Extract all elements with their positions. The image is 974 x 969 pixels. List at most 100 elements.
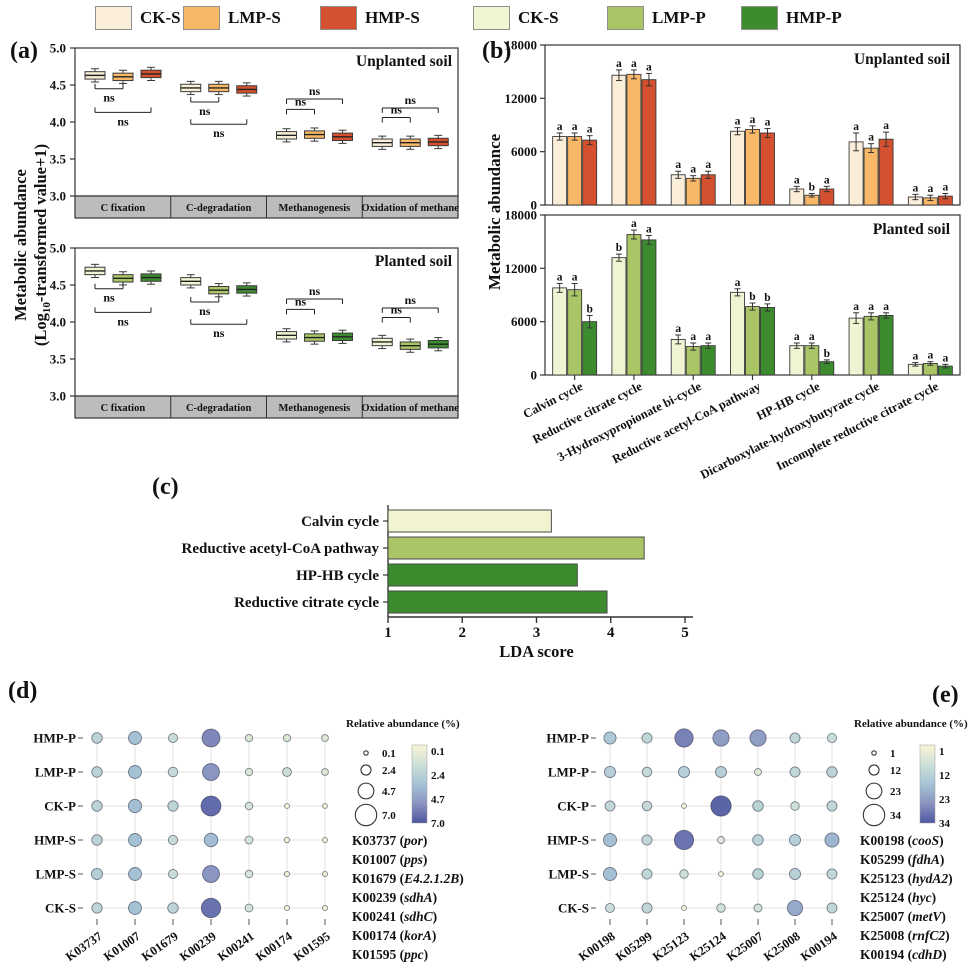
y-tick: 4.5: [50, 78, 67, 93]
ns-label: ns: [117, 314, 129, 328]
sig-letter: a: [557, 271, 563, 283]
sig-letter: a: [675, 323, 681, 335]
bubble-HMP-P-K25008: [789, 732, 801, 744]
category-label: C-degradation: [186, 203, 251, 214]
plot-title: Planted soil: [873, 221, 951, 238]
bar-Reductive acetyl-CoA pathway-HMP-P: [760, 306, 775, 376]
ylabel-line2: (Log10-transformed value+1): [31, 144, 53, 346]
ns-label: ns: [391, 303, 403, 317]
gene-entry-K00174: K00174 (korA): [352, 928, 437, 943]
row-label: HMP-P: [546, 731, 589, 746]
category-label: Methanogenesis: [279, 203, 351, 214]
ns-label: ns: [295, 94, 307, 108]
bubble-LMP-S-K03737: [91, 868, 103, 880]
bubble-CK-P-K01679: [167, 800, 179, 812]
bar-Dicarboxylate-hydroxybutyrate cycle-CK-S: [848, 141, 864, 206]
sig-letter: a: [824, 174, 830, 186]
sig-letter: b: [824, 348, 830, 360]
bubble-LMP-S-K00198: [602, 866, 618, 882]
category-label: Methanogenesis: [279, 403, 351, 414]
bubble-LMP-S-K25123: [679, 869, 689, 879]
sig-letter: a: [883, 301, 889, 313]
sig-letter: a: [646, 223, 652, 235]
bar-3-Hydroxypropionate bi-cycle-HMP-S: [700, 174, 716, 206]
bubble-LMP-P-K01679: [167, 766, 179, 778]
legend-swatch: [183, 6, 220, 30]
bubble-HMP-P-K00174: [282, 733, 292, 743]
bubble-CK-P-K03737: [91, 800, 103, 812]
bar-Calvin cycle-CK-S: [552, 287, 568, 376]
bubble-LMP-S-K01679: [168, 869, 178, 879]
bubble-HMP-S-K00174: [283, 836, 291, 844]
bubble-CK-P-K25124: [710, 795, 732, 817]
bar-Reductive citrate cycle-LMP-S: [626, 73, 642, 206]
gene-entry-K00241: K00241 (sdhC): [352, 909, 438, 924]
sig-letter: a: [927, 350, 933, 362]
bar-Dicarboxylate-hydroxybutyrate cycle-LMP-S: [863, 147, 879, 206]
category-label: C fixation: [101, 203, 146, 214]
legend-label: CK-S: [518, 8, 559, 27]
col-label: K00239: [177, 929, 219, 964]
bubble-LMP-P-K00198: [604, 766, 616, 778]
bubble-CK-P-K00198: [604, 800, 616, 812]
gene-entry-K03737: K03737 (por): [352, 833, 428, 848]
sig-letter: a: [927, 183, 933, 195]
legend-item-2: HMP-S: [320, 6, 420, 30]
y-tick: 6000: [511, 314, 537, 329]
bubble-LMP-S-K05299: [641, 868, 653, 880]
category-label: Oxidation of methane: [361, 403, 459, 414]
bubble-HMP-S-K25008: [789, 834, 801, 846]
colorbar-value: 1: [939, 746, 945, 758]
bubble-legend-d_bubbles: 0.1 2.4 4.7 7.0 0.1 2.4 4.7 7.0: [354, 744, 445, 830]
col-label: K05299: [613, 929, 655, 964]
y-tick: 4.5: [50, 278, 67, 293]
ns-label: ns: [309, 284, 321, 298]
lda-category-label: Calvin cycle: [301, 514, 379, 530]
col-label: K25007: [724, 929, 766, 964]
y-tick: 6000: [511, 144, 537, 159]
bubble-HMP-P-K01595: [321, 734, 329, 742]
bubble-HMP-P-K25007: [749, 729, 767, 747]
bubble-HMP-S-K25124: [717, 836, 725, 844]
bubble-HMP-S-K03737: [91, 834, 103, 846]
legend-swatch: [320, 6, 357, 30]
legend-item-1: LMP-S: [183, 6, 281, 30]
sig-letter: b: [764, 292, 770, 304]
gene-entry-K05299: K05299 (fdhA): [860, 852, 945, 867]
y-tick: 3.5: [50, 352, 67, 367]
colorbar-value: 12: [939, 770, 951, 782]
row-label: HMP-S: [34, 833, 76, 848]
lda-category-label: HP-HB cycle: [296, 568, 379, 584]
bubble-HMP-S-K01595: [321, 836, 329, 844]
box-chart-a_unplanted: 5.0 4.5 4.0 3.5 3.0 C fixation C-degradation Me…: [50, 41, 459, 219]
col-label: K01679: [139, 929, 181, 964]
legend-label: HMP-S: [365, 8, 420, 27]
bubble-HMP-P-K01679: [168, 733, 178, 743]
row-label: CK-S: [558, 901, 589, 916]
y-tick: 3.5: [50, 152, 67, 167]
bubble-HMP-P-K00194: [827, 733, 837, 743]
bubble-HMP-P-K00198: [603, 731, 617, 745]
bubble-CK-P-K25007: [752, 800, 764, 812]
y-tick: 5.0: [50, 241, 66, 256]
panel-d-label: (d): [8, 678, 38, 704]
col-label: K01595: [291, 929, 333, 964]
bar-Reductive citrate cycle-HMP-S: [641, 79, 657, 206]
lda-chart: 1 2 3 4 5 Calvin cycle Reductive acetyl-CoA pa…: [182, 505, 693, 661]
panel-a-ylabel: Metabolic abundance(Log10-transformed va…: [11, 144, 53, 346]
legend-swatch: [741, 6, 778, 30]
y-tick: 4.0: [50, 115, 66, 130]
bar-HP-HB cycle-CK-S: [789, 345, 805, 376]
bubble-HMP-S-K01007: [128, 833, 142, 847]
bar-Reductive acetyl-CoA pathway-CK-S: [730, 130, 745, 206]
bubble-CK-S-K00239: [200, 897, 222, 919]
size-legend-value: 34: [890, 810, 902, 822]
x-axis-title: LDA score: [499, 642, 573, 661]
sig-letter: b: [616, 242, 622, 254]
bubble-LMP-P-K01007: [128, 765, 142, 779]
y-tick: 12000: [505, 261, 538, 276]
category-label: C-degradation: [186, 403, 251, 414]
bubble-LMP-P-K00241: [244, 767, 254, 777]
bar-Calvin cycle-LMP-S: [567, 136, 583, 206]
size-legend-value: 12: [890, 765, 902, 777]
